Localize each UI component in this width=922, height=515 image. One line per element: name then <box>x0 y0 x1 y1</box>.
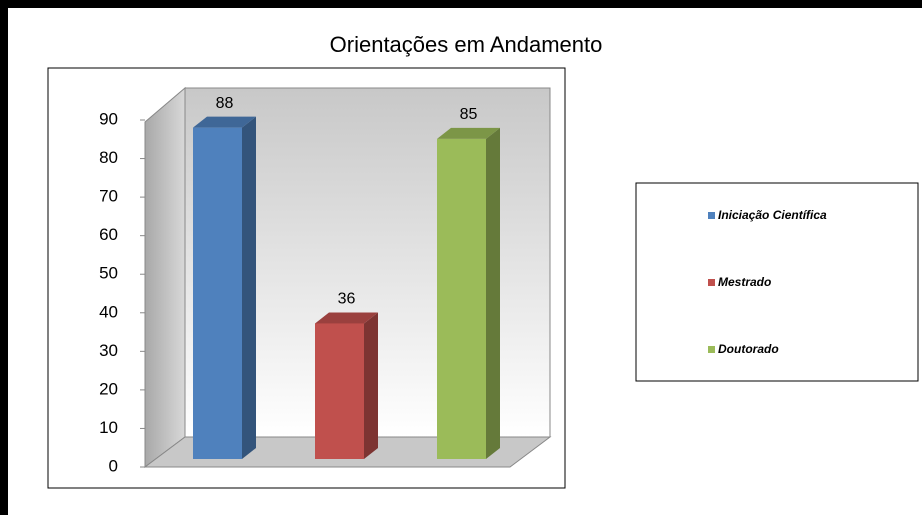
legend-label: Mestrado <box>718 275 771 289</box>
legend-swatch <box>708 212 715 219</box>
legend-swatch <box>708 279 715 286</box>
y-tick-label: 60 <box>99 225 118 244</box>
frame-top <box>0 0 922 8</box>
bar-side <box>486 127 500 459</box>
bar <box>437 138 486 459</box>
bar-top <box>193 116 256 128</box>
bar-top <box>437 127 500 139</box>
chart-title: Orientações em Andamento <box>330 32 603 57</box>
data-label: 36 <box>338 291 356 308</box>
y-tick-label: 70 <box>99 187 118 206</box>
y-tick-label: 20 <box>99 379 118 398</box>
y-tick-label: 10 <box>99 418 118 437</box>
legend-swatch <box>708 346 715 353</box>
bar <box>315 323 364 459</box>
left-wall <box>144 86 186 468</box>
y-tick-label: 40 <box>99 302 118 321</box>
bar-side <box>242 116 256 460</box>
y-tick-label: 80 <box>99 148 118 167</box>
legend <box>635 182 919 382</box>
frame-left <box>0 0 8 515</box>
y-tick-label: 90 <box>99 109 118 128</box>
legend-label: Iniciação Científica <box>718 208 827 222</box>
bar <box>193 127 242 460</box>
y-tick-label: 30 <box>99 341 118 360</box>
bar-side <box>364 312 378 459</box>
data-label: 85 <box>460 106 478 123</box>
y-tick-label: 0 <box>109 456 118 475</box>
legend-label: Doutorado <box>718 342 779 356</box>
bar-top <box>315 312 378 324</box>
y-tick-label: 50 <box>99 264 118 283</box>
data-label: 88 <box>216 95 234 112</box>
